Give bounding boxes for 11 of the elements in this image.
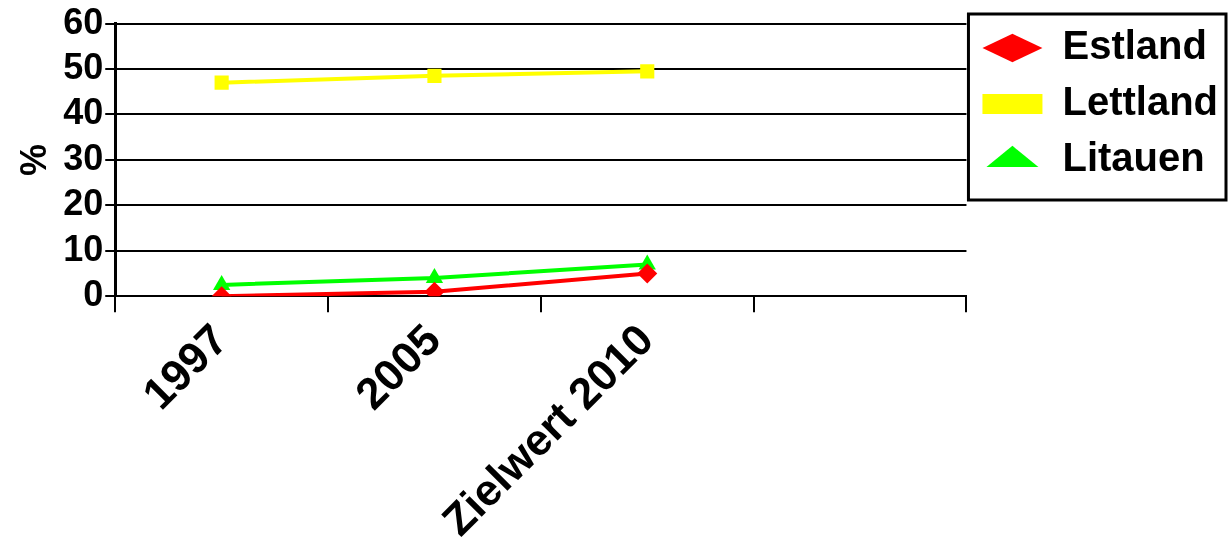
y-tick-label: 10 — [63, 227, 104, 269]
y-tick-label: 60 — [63, 0, 104, 42]
y-tick-label: 40 — [63, 91, 104, 133]
y-tick-label: 50 — [63, 45, 104, 87]
legend-label: Estland — [1062, 23, 1207, 68]
legend-label: Lettland — [1062, 79, 1218, 124]
y-tick-label: 0 — [83, 273, 104, 315]
y-tick-label: 30 — [63, 136, 104, 178]
legend-label: Litauen — [1062, 135, 1205, 180]
y-tick-label: 20 — [63, 182, 104, 224]
y-axis-title: % — [12, 143, 54, 176]
